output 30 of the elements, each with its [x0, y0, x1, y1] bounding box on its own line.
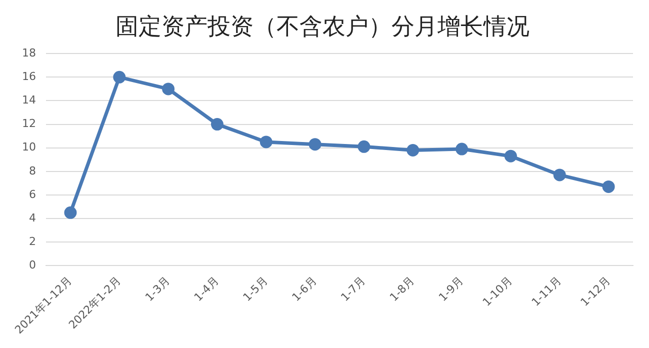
- x-tick-label: 1-4月: [192, 274, 222, 304]
- point: [260, 136, 272, 148]
- point: [602, 180, 615, 193]
- point: [406, 144, 420, 156]
- x-tick-label: 1-6月: [290, 274, 320, 304]
- point: [504, 150, 517, 162]
- x-tick-label: 1-8月: [387, 274, 418, 304]
- point: [456, 142, 468, 156]
- point: [210, 118, 224, 131]
- y-tick-label: 18: [22, 46, 36, 60]
- point: [162, 82, 175, 96]
- y-tick-label: 2: [28, 234, 36, 248]
- y-tick-label: 16: [22, 70, 36, 84]
- x-tick-label: 1-7月: [338, 274, 368, 304]
- chart-title: 固定资产投资（不含农户）分月增长情况: [116, 14, 530, 40]
- x-tick-label: 1-9月: [436, 274, 466, 304]
- y-tick-label: 14: [22, 94, 36, 107]
- y-tick-label: 0: [28, 258, 36, 272]
- y-tick-label: 6: [28, 188, 36, 201]
- x-tick-label: 1-5月: [240, 274, 270, 304]
- point: [553, 168, 566, 182]
- point: [308, 138, 322, 151]
- point: [358, 140, 370, 153]
- point: [113, 70, 126, 84]
- point: [64, 206, 77, 219]
- y-tick-label: 4: [28, 211, 36, 224]
- y-tick-label: 8: [28, 164, 36, 178]
- x-tick-label: 1-3月: [142, 274, 172, 304]
- y-tick-label: 12: [22, 117, 36, 130]
- y-tick-label: 10: [22, 140, 36, 154]
